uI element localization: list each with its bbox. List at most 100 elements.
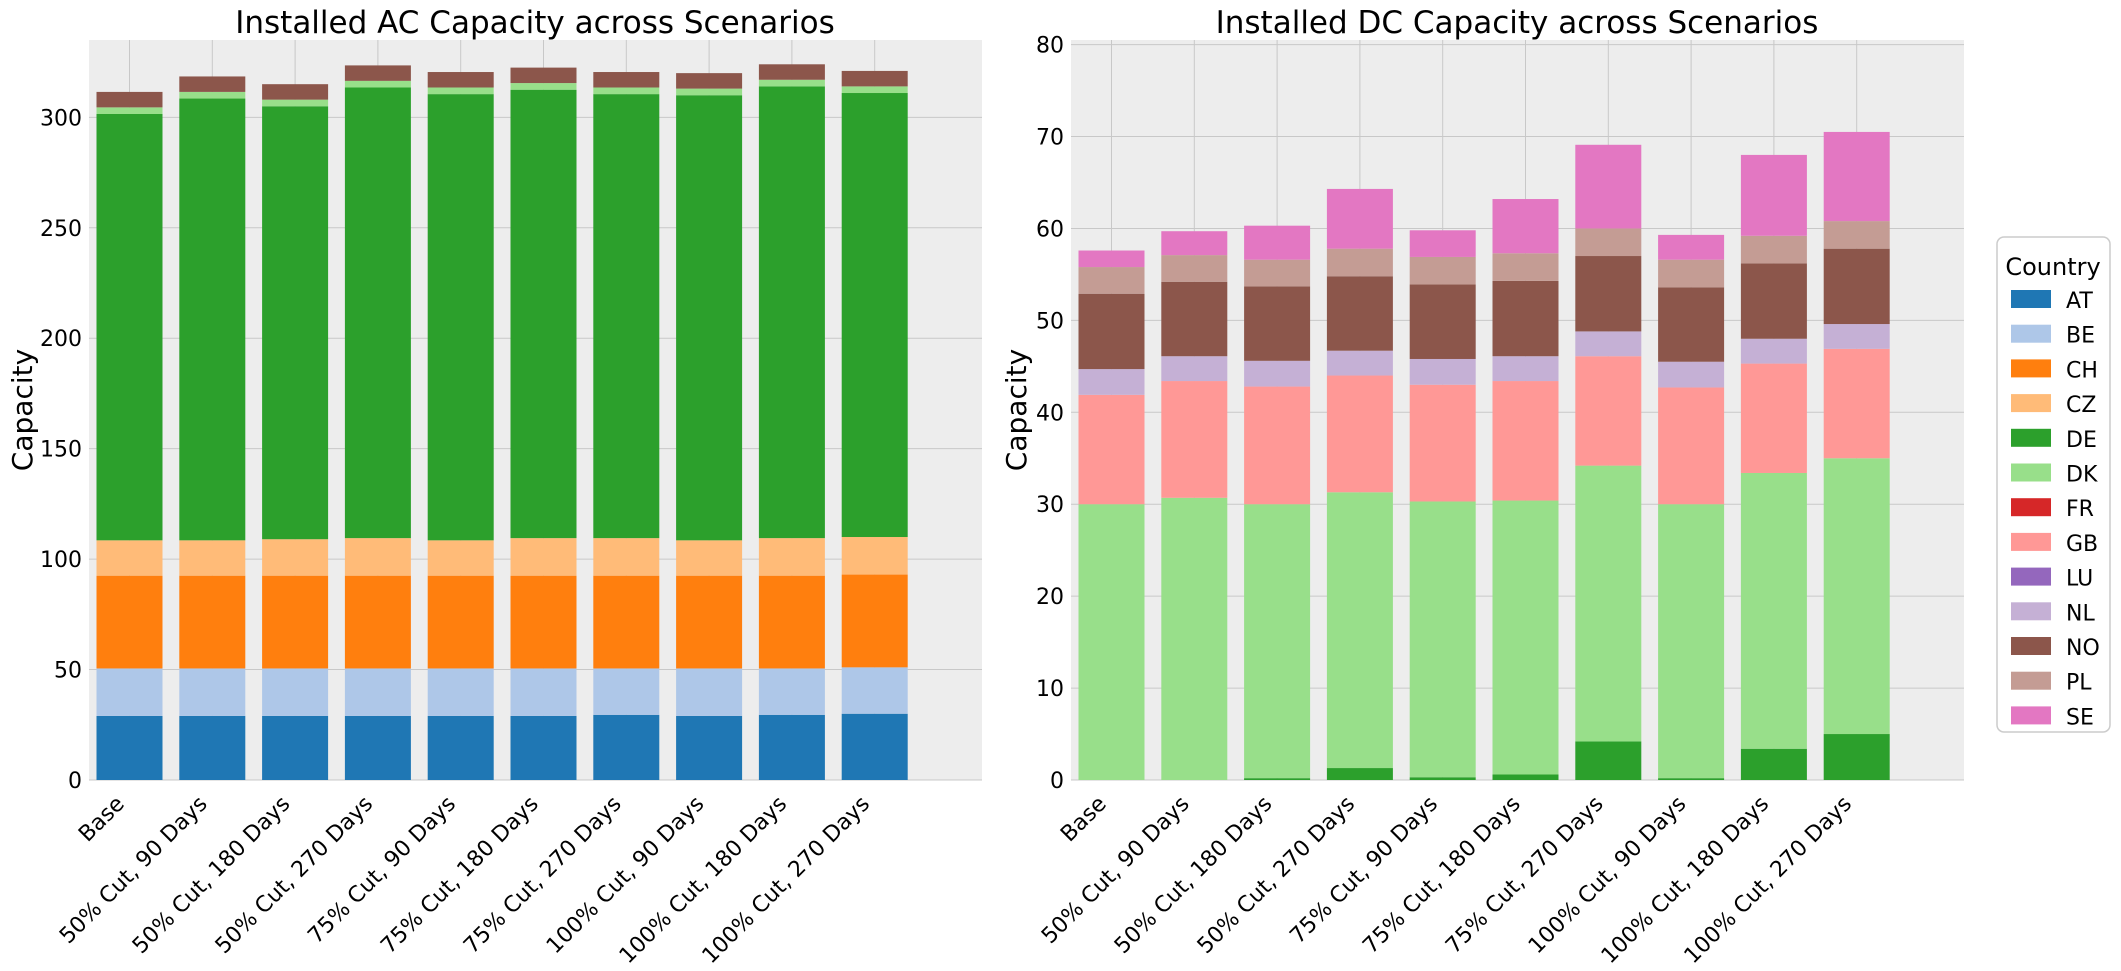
ac-bar-cz-50-cut-90-days bbox=[179, 540, 246, 576]
ac-bar-no-75-cut-90-days bbox=[427, 72, 494, 88]
legend-label-fr: FR bbox=[2066, 497, 2094, 522]
ac-bar-de-50-cut-270-days bbox=[344, 87, 411, 539]
ac-x-tick-label: 50% Cut, 270 Days bbox=[211, 792, 378, 959]
ac-bar-dk-100-cut-270-days bbox=[841, 86, 908, 94]
legend-swatch-se bbox=[2011, 706, 2051, 725]
dc-y-tick-label: 30 bbox=[1036, 493, 1064, 518]
dc-bar-nl-100-cut-180-days bbox=[1740, 338, 1807, 364]
ac-bar-de-100-cut-270-days bbox=[841, 93, 908, 538]
dc-bar-se-75-cut-90-days bbox=[1409, 230, 1476, 257]
ac-bar-cz-100-cut-270-days bbox=[841, 537, 908, 575]
legend-label-pl: PL bbox=[2066, 671, 2092, 696]
ac-y-tick-label: 100 bbox=[40, 548, 82, 573]
ac-bar-ch-100-cut-180-days bbox=[758, 575, 825, 669]
dc-bar-nl-50-cut-180-days bbox=[1244, 360, 1311, 387]
ac-x-tick-label: 100% Cut, 180 Days bbox=[615, 792, 792, 969]
ac-bar-no-100-cut-270-days bbox=[841, 70, 908, 87]
dc-bar-pl-100-cut-270-days bbox=[1823, 221, 1890, 249]
legend-label-de: DE bbox=[2066, 428, 2097, 453]
dc-x-tick-label: 50% Cut, 270 Days bbox=[1193, 792, 1360, 959]
dc-bar-pl-75-cut-90-days bbox=[1409, 256, 1476, 285]
ac-bar-dk-75-cut-270-days bbox=[593, 87, 660, 95]
dc-x-tick-label: 75% Cut, 180 Days bbox=[1358, 792, 1525, 959]
ac-bar-dk-75-cut-180-days bbox=[510, 83, 577, 90]
ac-bar-de-100-cut-90-days bbox=[676, 95, 743, 541]
dc-bar-no-50-cut-180-days bbox=[1244, 286, 1311, 361]
legend-swatch-cz bbox=[2011, 394, 2051, 413]
ac-y-ticks: 0 50 100 150 200 250 300 bbox=[40, 106, 82, 794]
dc-bar-de-50-cut-270-days bbox=[1326, 768, 1393, 780]
ac-bar-de-75-cut-270-days bbox=[593, 94, 660, 539]
legend-entries: AT BE CH CZ DE DK FR GB LU NL NO PL SE bbox=[2011, 289, 2100, 730]
ac-x-tick-label: 50% Cut, 90 Days bbox=[55, 792, 212, 949]
dc-bar-dk-100-cut-180-days bbox=[1740, 472, 1807, 749]
dc-bar-se-100-cut-180-days bbox=[1740, 154, 1807, 236]
ac-bar-dk-50-cut-270-days bbox=[344, 80, 411, 88]
legend-label-lu: LU bbox=[2066, 567, 2093, 592]
ac-bar-ch-50-cut-90-days bbox=[179, 575, 246, 669]
ac-bar-de-100-cut-180-days bbox=[758, 86, 825, 539]
ac-x-tick-label: 100% Cut, 270 Days bbox=[698, 792, 875, 969]
dc-bar-se-100-cut-270-days bbox=[1823, 131, 1890, 222]
ac-bar-cz-75-cut-90-days bbox=[427, 540, 494, 576]
dc-bar-dk-50-cut-90-days bbox=[1161, 497, 1228, 780]
dc-bar-se-50-cut-270-days bbox=[1326, 188, 1393, 249]
ac-bar-de-50-cut-90-days bbox=[179, 98, 246, 541]
dc-x-tick-label: 100% Cut, 270 Days bbox=[1680, 792, 1857, 969]
ac-bar-dk-100-cut-180-days bbox=[758, 79, 825, 87]
ac-bar-no-75-cut-180-days bbox=[510, 67, 577, 84]
ac-x-tick-label: 100% Cut, 90 Days bbox=[542, 792, 709, 959]
dc-bar-pl-50-cut-270-days bbox=[1326, 248, 1393, 277]
dc-bar-se-75-cut-180-days bbox=[1492, 199, 1559, 254]
ac-bar-cz-base bbox=[96, 540, 163, 576]
dc-y-tick-label: 20 bbox=[1036, 585, 1064, 610]
dc-bar-nl-100-cut-270-days bbox=[1823, 324, 1890, 349]
dc-bar-gb-100-cut-270-days bbox=[1823, 348, 1890, 459]
dc-bar-no-75-cut-270-days bbox=[1575, 256, 1642, 332]
dc-bar-pl-50-cut-180-days bbox=[1244, 259, 1311, 287]
legend-swatch-dk bbox=[2011, 463, 2051, 482]
dc-bar-gb-50-cut-270-days bbox=[1326, 375, 1393, 493]
dc-bar-pl-base bbox=[1078, 267, 1145, 294]
ac-bar-be-100-cut-90-days bbox=[676, 668, 743, 716]
legend-label-se: SE bbox=[2066, 705, 2094, 730]
legend-label-at: AT bbox=[2066, 289, 2093, 314]
ac-y-tick-label: 250 bbox=[40, 217, 82, 242]
legend-swatch-ch bbox=[2011, 359, 2051, 378]
dc-bar-dk-50-cut-270-days bbox=[1326, 492, 1393, 769]
ac-bar-ch-base bbox=[96, 575, 163, 669]
dc-bar-se-base bbox=[1078, 250, 1145, 268]
dc-bar-gb-50-cut-90-days bbox=[1161, 381, 1228, 498]
legend-swatch-pl bbox=[2011, 671, 2051, 690]
ac-bar-be-100-cut-270-days bbox=[841, 667, 908, 714]
dc-bar-no-50-cut-270-days bbox=[1326, 276, 1393, 351]
ac-bar-at-50-cut-180-days bbox=[262, 715, 329, 780]
ac-bar-cz-75-cut-270-days bbox=[593, 538, 660, 576]
dc-bar-de-75-cut-270-days bbox=[1575, 741, 1642, 780]
legend-label-ch: CH bbox=[2066, 358, 2098, 383]
ac-bar-no-50-cut-90-days bbox=[179, 76, 246, 92]
ac-bar-at-base bbox=[96, 715, 163, 780]
ac-bar-be-75-cut-270-days bbox=[593, 668, 660, 715]
ac-x-tick-label: 75% Cut, 270 Days bbox=[459, 792, 626, 959]
dc-x-tick-label: 75% Cut, 270 Days bbox=[1441, 792, 1608, 959]
ac-bar-cz-50-cut-180-days bbox=[262, 539, 329, 576]
dc-bar-pl-100-cut-180-days bbox=[1740, 235, 1807, 264]
legend-swatch-at bbox=[2011, 290, 2051, 308]
ac-bar-at-100-cut-270-days bbox=[841, 713, 908, 780]
ac-bar-no-100-cut-90-days bbox=[676, 73, 743, 89]
legend-swatch-nl bbox=[2011, 602, 2051, 621]
ac-bar-no-50-cut-180-days bbox=[262, 84, 329, 100]
dc-y-ticks: 0 10 20 30 40 50 60 70 80 bbox=[1036, 34, 1064, 794]
legend-swatch-fr bbox=[2011, 498, 2051, 517]
dc-bar-pl-100-cut-90-days bbox=[1658, 259, 1725, 288]
dc-bar-nl-base bbox=[1078, 369, 1145, 395]
ac-bar-be-50-cut-270-days bbox=[344, 668, 411, 716]
dc-x-tick-label: 100% Cut, 90 Days bbox=[1524, 792, 1691, 959]
ac-bar-no-base bbox=[96, 91, 163, 108]
dc-y-axis-label: Capacity bbox=[1000, 349, 1033, 471]
dc-bar-se-100-cut-90-days bbox=[1658, 234, 1725, 260]
dc-bar-dk-base bbox=[1078, 504, 1145, 780]
